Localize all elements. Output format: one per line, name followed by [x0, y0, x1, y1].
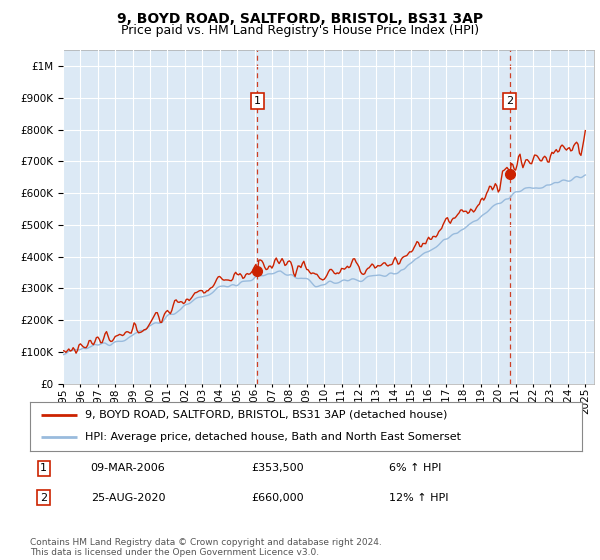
Text: Price paid vs. HM Land Registry's House Price Index (HPI): Price paid vs. HM Land Registry's House … [121, 24, 479, 37]
Text: 9, BOYD ROAD, SALTFORD, BRISTOL, BS31 3AP: 9, BOYD ROAD, SALTFORD, BRISTOL, BS31 3A… [117, 12, 483, 26]
Text: 25-AUG-2020: 25-AUG-2020 [91, 493, 165, 503]
Text: 09-MAR-2006: 09-MAR-2006 [91, 463, 166, 473]
Text: 9, BOYD ROAD, SALTFORD, BRISTOL, BS31 3AP (detached house): 9, BOYD ROAD, SALTFORD, BRISTOL, BS31 3A… [85, 410, 448, 420]
Text: 1: 1 [40, 463, 47, 473]
Text: 12% ↑ HPI: 12% ↑ HPI [389, 493, 448, 503]
Text: 1: 1 [254, 96, 261, 106]
Text: 2: 2 [506, 96, 513, 106]
Text: £353,500: £353,500 [251, 463, 304, 473]
Text: Contains HM Land Registry data © Crown copyright and database right 2024.
This d: Contains HM Land Registry data © Crown c… [30, 538, 382, 557]
Text: 6% ↑ HPI: 6% ↑ HPI [389, 463, 441, 473]
Text: HPI: Average price, detached house, Bath and North East Somerset: HPI: Average price, detached house, Bath… [85, 432, 461, 442]
Text: £660,000: £660,000 [251, 493, 304, 503]
Text: 2: 2 [40, 493, 47, 503]
